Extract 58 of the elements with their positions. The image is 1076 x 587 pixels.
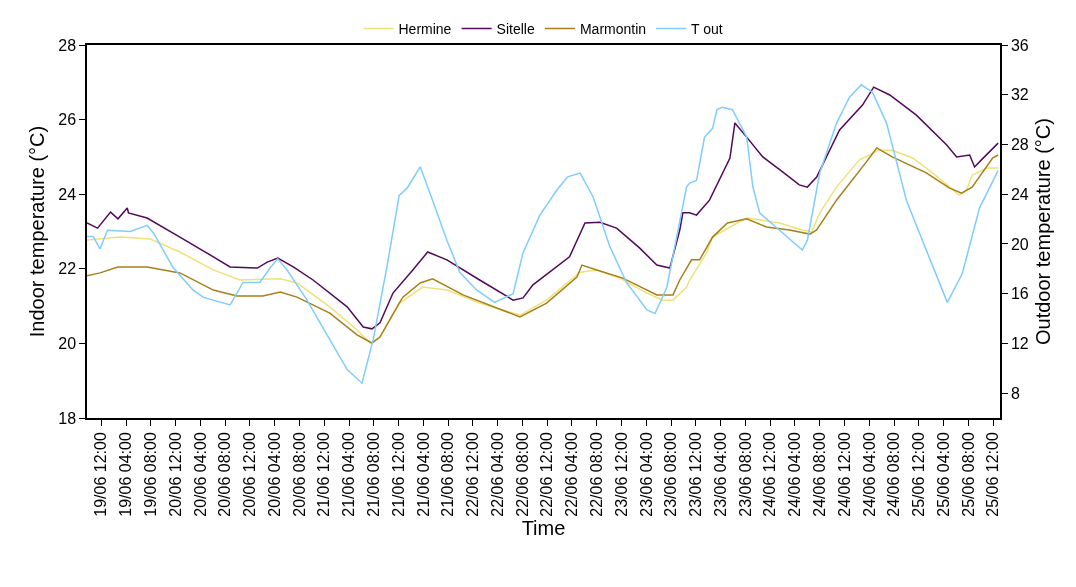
x-tick-label: 22/06 04:00 — [563, 432, 581, 517]
x-tick-label: 25/06 12:00 — [984, 432, 1002, 517]
x-tick-label: 24/06 08:00 — [810, 432, 828, 517]
y2-tick-label: 32 — [1010, 86, 1029, 104]
y2-tick-label: 20 — [1010, 235, 1029, 253]
legend-label: Hermine — [398, 21, 452, 38]
x-tick-label: 21/06 04:00 — [340, 432, 358, 517]
x-tick-label: 20/06 08:00 — [290, 432, 308, 517]
x-tick-label: 20/06 04:00 — [265, 432, 283, 517]
legend-label: T out — [691, 21, 723, 38]
y2-tick-label: 24 — [1010, 185, 1029, 203]
x-tick-label: 21/06 04:00 — [414, 432, 432, 517]
y-tick-label: 20 — [58, 335, 77, 352]
x-tick-label: 23/06 12:00 — [612, 432, 630, 517]
x-tick-label: 20/06 12:00 — [166, 432, 184, 517]
x-tick-label: 25/06 08:00 — [959, 432, 977, 517]
y-tick-label: 18 — [58, 409, 77, 427]
x-tick-label: 23/06 04:00 — [637, 432, 655, 517]
x-tick-label: 20/06 08:00 — [216, 432, 234, 517]
x-tick-label: 24/06 12:00 — [835, 432, 853, 517]
x-tick-label: 22/06 12:00 — [464, 432, 482, 517]
x-tick-label: 19/06 08:00 — [142, 432, 159, 517]
x-tick-label: 23/06 04:00 — [711, 432, 729, 517]
y-tick-label: 28 — [58, 36, 77, 54]
legend-label: Sitelle — [496, 21, 535, 38]
x-tick-label: 24/06 04:00 — [786, 432, 804, 517]
x-tick-label: 24/06 12:00 — [761, 432, 779, 517]
y-axis-title: Indoor temperature (°C) — [26, 125, 49, 338]
y-tick-label: 26 — [58, 111, 77, 129]
x-axis-title: Time — [521, 516, 566, 539]
x-tick-label: 19/06 04:00 — [117, 432, 135, 517]
y2-tick-label: 28 — [1010, 136, 1029, 154]
x-tick-label: 21/06 12:00 — [315, 432, 333, 517]
x-tick-label: 22/06 12:00 — [538, 432, 556, 517]
x-tick-label: 21/06 08:00 — [364, 432, 382, 517]
y2-tick-label: 8 — [1010, 384, 1020, 402]
x-tick-label: 22/06 08:00 — [587, 432, 605, 517]
x-tick-label: 22/06 08:00 — [513, 432, 531, 517]
y2-tick-label: 16 — [1010, 285, 1029, 303]
y2-axis-title: Outdoor temperature (°C) — [1031, 118, 1054, 345]
x-tick-label: 21/06 08:00 — [439, 432, 457, 517]
x-tick-label: 24/06 08:00 — [885, 432, 903, 517]
x-tick-label: 20/06 12:00 — [241, 432, 259, 517]
legend-label: Marmontin — [579, 21, 647, 38]
x-tick-label: 22/06 04:00 — [488, 432, 506, 517]
x-tick-label: 25/06 04:00 — [934, 432, 952, 517]
x-tick-label: 20/06 04:00 — [191, 432, 209, 517]
x-tick-label: 23/06 12:00 — [687, 432, 705, 517]
x-tick-label: 23/06 08:00 — [662, 432, 680, 517]
y2-tick-label: 12 — [1010, 335, 1029, 352]
x-tick-label: 25/06 12:00 — [910, 432, 928, 517]
y2-tick-label: 36 — [1010, 36, 1029, 54]
y-tick-label: 22 — [58, 260, 77, 278]
y-tick-label: 24 — [58, 185, 77, 203]
x-tick-label: 24/06 04:00 — [860, 432, 878, 517]
x-tick-label: 19/06 12:00 — [92, 432, 110, 517]
x-tick-label: 21/06 12:00 — [389, 432, 407, 517]
x-tick-label: 23/06 08:00 — [736, 432, 754, 517]
